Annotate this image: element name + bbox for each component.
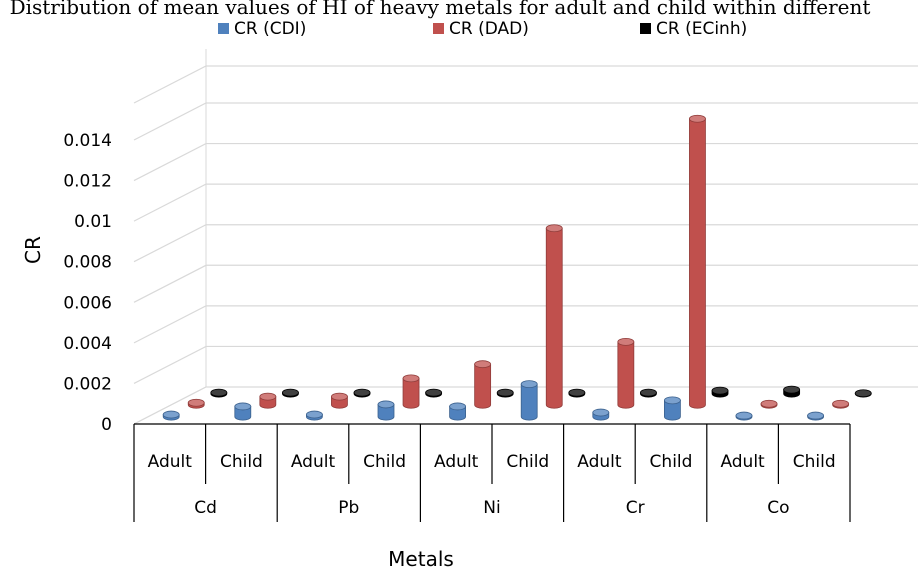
bar (783, 385, 801, 398)
x-category-label: Adult (291, 452, 336, 472)
side-wall-edge (133, 49, 207, 425)
bar (854, 389, 872, 398)
y-tick-label: 0.012 (63, 172, 112, 192)
gridline (133, 183, 918, 222)
x-category-label: Adult (577, 452, 622, 472)
x-group-label: Pb (338, 498, 359, 518)
bar (592, 408, 610, 421)
bar (210, 388, 228, 398)
legend-swatch (218, 23, 229, 34)
bar (259, 392, 277, 409)
y-axis-label: CR (21, 236, 45, 264)
legend: CR (CDI) CR (DAD) CR (ECinh) (218, 19, 747, 39)
y-tick-label: 0.01 (74, 212, 112, 232)
chart-title: Distribution of mean values of HI of hea… (10, 0, 871, 19)
legend-label: CR (ECinh) (656, 19, 747, 39)
bar (640, 388, 657, 398)
bar (520, 380, 538, 421)
bar (187, 398, 205, 409)
gridline (133, 142, 918, 182)
bar (402, 374, 420, 409)
gridline (133, 386, 918, 425)
bar (474, 360, 492, 409)
gridline (133, 102, 918, 141)
bar (689, 114, 706, 409)
gridline (133, 65, 918, 104)
bar (760, 399, 778, 409)
y-tick-label: 0.014 (63, 131, 112, 151)
bar (496, 388, 514, 398)
bar (353, 388, 371, 398)
bar (331, 392, 348, 409)
x-category-label: Child (793, 452, 836, 472)
legend-label: CR (DAD) (449, 19, 529, 39)
legend-label: CR (CDI) (234, 19, 306, 39)
y-tick-label: 0 (101, 415, 112, 435)
y-tick-label: 0.002 (63, 374, 112, 394)
bar (234, 402, 252, 421)
y-axis-ticks: 0 0.002 0.004 0.006 0.008 0.01 0.012 0.014 (63, 131, 112, 435)
x-category-label: Child (363, 452, 406, 472)
bar (735, 411, 753, 421)
x-group-label: Ni (483, 498, 500, 518)
x-category-label: Child (220, 452, 263, 472)
gridline (133, 264, 918, 303)
x-axis-label: Metals (388, 547, 454, 571)
bar (545, 224, 563, 409)
bar (807, 411, 824, 421)
bars (162, 114, 872, 421)
y-tick-label: 0.004 (63, 334, 112, 354)
bar (377, 400, 395, 421)
x-group-label: Cr (626, 498, 645, 518)
gridline (133, 224, 918, 263)
y-tick-label: 0.008 (63, 253, 112, 273)
gridline (133, 345, 918, 384)
x-category-label: Child (506, 452, 549, 472)
y-tick-label: 0.006 (63, 293, 112, 313)
x-group-label: Cd (194, 498, 217, 518)
gridline (133, 305, 918, 344)
bar (832, 399, 850, 409)
bar (305, 410, 323, 421)
bar (162, 410, 180, 421)
x-category-label: Adult (148, 452, 193, 472)
x-category-label: Child (650, 452, 693, 472)
legend-swatch (433, 23, 444, 34)
bar (425, 388, 443, 398)
gridlines (133, 65, 918, 425)
bar (449, 402, 467, 421)
x-group-label: Co (767, 498, 789, 518)
x-category-label: Adult (720, 452, 765, 472)
legend-swatch (640, 23, 651, 34)
bar (617, 337, 635, 409)
bar (711, 386, 729, 398)
x-category-label: Adult (434, 452, 479, 472)
bar (568, 388, 586, 398)
bar (664, 396, 681, 421)
plot-walls (133, 49, 207, 425)
x-axis: Adult Child Adult Child Adult Child Adult Child… (133, 423, 851, 522)
bar (282, 388, 299, 398)
